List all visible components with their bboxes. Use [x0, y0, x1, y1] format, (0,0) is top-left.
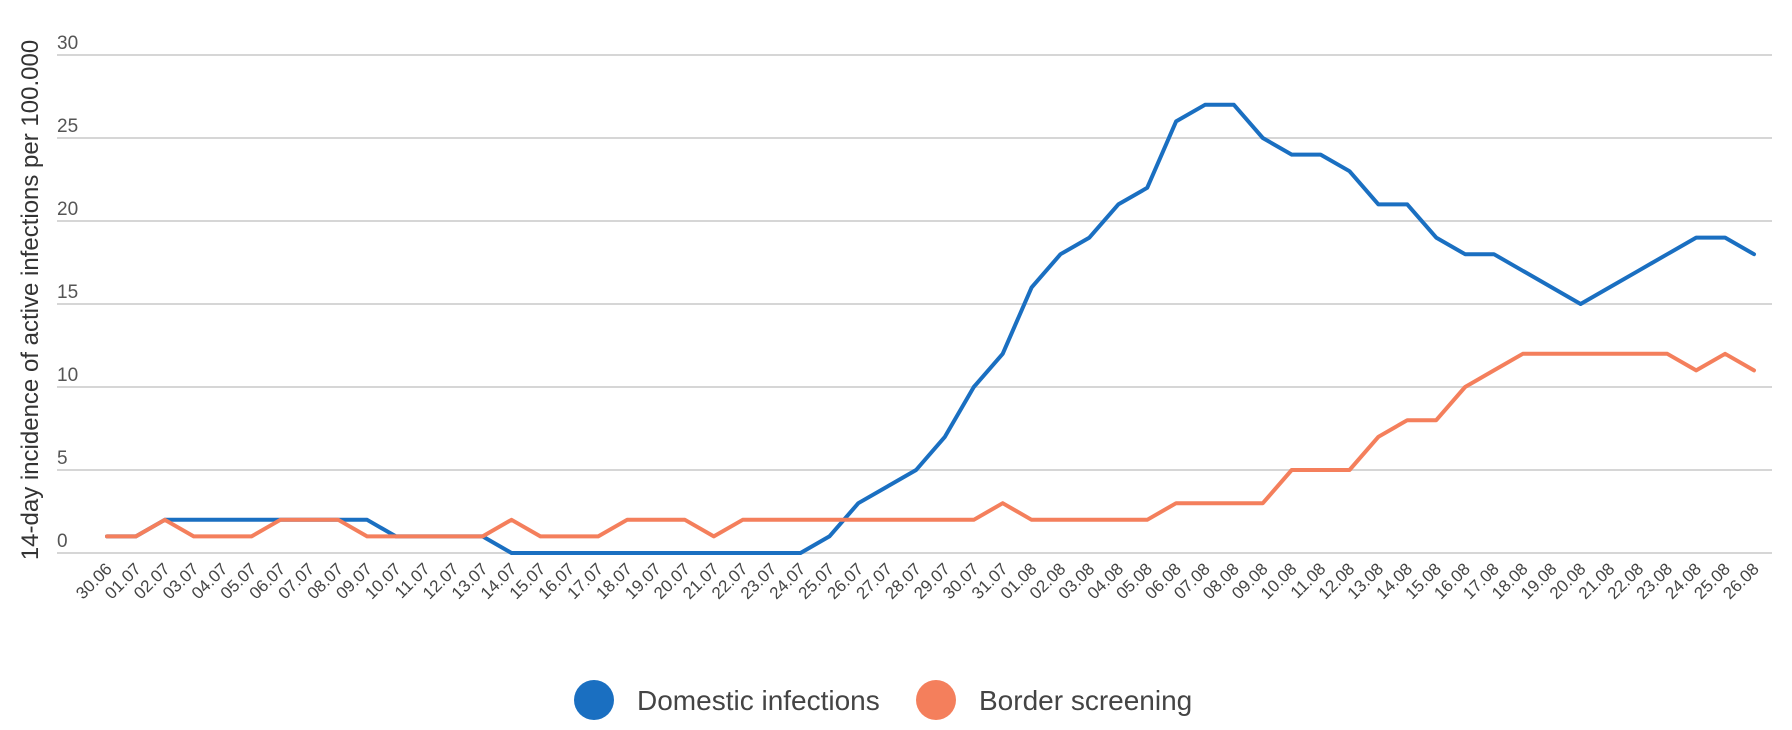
legend: Domestic infections Border screening — [574, 680, 1192, 720]
legend-marker-domestic — [574, 680, 614, 720]
y-tick-label: 10 — [57, 365, 78, 386]
series-line-border-screening — [105, 351, 1756, 539]
y-axis-ticks: 0 5 10 15 20 25 30 — [57, 33, 78, 552]
legend-label-border: Border screening — [979, 685, 1192, 716]
series-line-domestic-infections — [105, 102, 1756, 555]
series-lines — [105, 102, 1756, 555]
y-tick-label: 25 — [57, 116, 78, 137]
y-tick-label: 0 — [57, 531, 68, 552]
y-tick-label: 20 — [57, 199, 78, 220]
gridlines — [57, 54, 1772, 554]
x-axis-ticks: 30.0601.0702.0703.0704.0705.0706.0707.07… — [72, 559, 1763, 603]
y-tick-label: 5 — [57, 448, 68, 469]
legend-label-domestic: Domestic infections — [637, 685, 880, 716]
y-tick-label: 30 — [57, 33, 78, 54]
y-axis-label: 14-day incidence of active infections pe… — [17, 40, 44, 560]
y-tick-label: 15 — [57, 282, 78, 303]
legend-marker-border — [916, 680, 956, 720]
